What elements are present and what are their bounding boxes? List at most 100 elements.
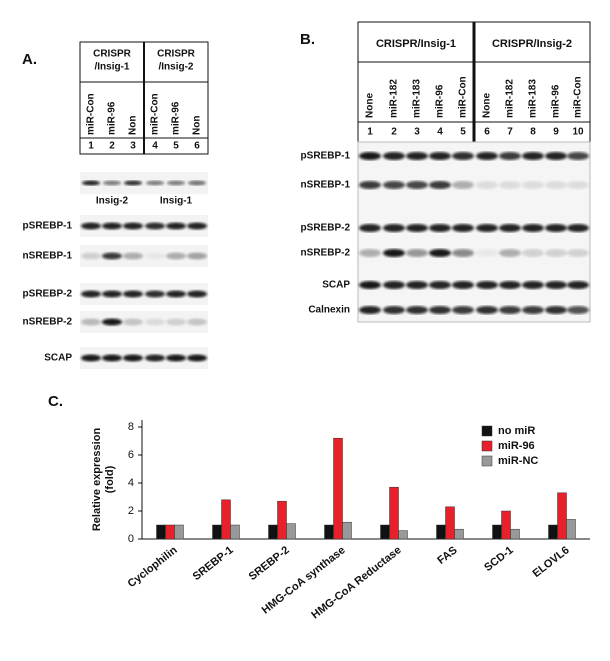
blot-band bbox=[567, 224, 589, 232]
blot-band bbox=[187, 318, 207, 326]
x-tick-label: HMG-CoA Reductase bbox=[309, 544, 403, 621]
blot-band bbox=[429, 281, 451, 289]
bar bbox=[566, 519, 576, 540]
blot-band bbox=[499, 224, 521, 232]
row-label: Calnexin bbox=[308, 305, 350, 316]
bar bbox=[277, 500, 287, 540]
lane-label: miR-96 bbox=[435, 84, 446, 118]
blot-band bbox=[103, 180, 121, 186]
legend-label: miR-96 bbox=[498, 440, 535, 452]
bar bbox=[389, 486, 399, 540]
blot-band bbox=[146, 180, 164, 186]
blot-band bbox=[81, 252, 101, 260]
blot-band bbox=[166, 290, 186, 298]
blot-band bbox=[476, 181, 498, 189]
blot-band bbox=[166, 318, 186, 326]
blot-band bbox=[145, 290, 165, 298]
bar bbox=[230, 524, 240, 540]
blot-band bbox=[167, 180, 185, 186]
blot-band bbox=[499, 306, 521, 314]
lane-number: 10 bbox=[572, 127, 584, 138]
blot-band bbox=[145, 318, 165, 326]
bar bbox=[156, 524, 166, 540]
lane-number: 7 bbox=[507, 127, 513, 138]
blot-band bbox=[102, 222, 122, 230]
lane-number: 9 bbox=[553, 127, 559, 138]
blot-frame bbox=[357, 141, 591, 323]
x-tick-label: ELOVL6 bbox=[531, 544, 572, 580]
blot-strip bbox=[80, 172, 208, 194]
lane-label: miR-183 bbox=[528, 79, 539, 118]
y-tick-label: 0 bbox=[128, 533, 134, 545]
blot-band bbox=[476, 281, 498, 289]
lane-label: miR-182 bbox=[389, 79, 400, 118]
row-label: nSREBP-1 bbox=[301, 180, 351, 191]
blot-band bbox=[383, 281, 405, 289]
blot-band bbox=[81, 222, 101, 230]
lane-number: 4 bbox=[152, 141, 158, 152]
blot-band bbox=[476, 306, 498, 314]
blot-band bbox=[522, 306, 544, 314]
group-header: CRISPR/Insig-1 bbox=[376, 38, 456, 50]
y-tick-label: 8 bbox=[128, 421, 134, 433]
bar bbox=[212, 524, 222, 540]
blot-band bbox=[166, 252, 186, 260]
row-label: SCAP bbox=[322, 280, 350, 291]
group-header: CRISPR bbox=[93, 49, 132, 60]
blot-band bbox=[145, 252, 165, 260]
lane-number: 6 bbox=[194, 141, 200, 152]
blot-band bbox=[406, 249, 428, 257]
blot-band bbox=[429, 181, 451, 189]
blot-band bbox=[383, 224, 405, 232]
lane-label: miR-96 bbox=[107, 101, 118, 135]
lane-number: 1 bbox=[88, 141, 94, 152]
blot-band bbox=[499, 152, 521, 160]
x-tick-label: SREBP-1 bbox=[191, 544, 236, 583]
blot-band bbox=[429, 152, 451, 160]
blot-band bbox=[429, 224, 451, 232]
blot-band bbox=[452, 152, 474, 160]
blot-band bbox=[187, 290, 207, 298]
bar bbox=[333, 437, 343, 540]
blot-band bbox=[567, 306, 589, 314]
blot-band bbox=[383, 152, 405, 160]
lane-number: 3 bbox=[414, 127, 420, 138]
bar bbox=[548, 524, 558, 540]
blot-strip bbox=[80, 283, 208, 305]
blot-band bbox=[359, 281, 381, 289]
blot-band bbox=[522, 224, 544, 232]
blot-band bbox=[102, 354, 122, 362]
lane-label: miR-Con bbox=[86, 93, 97, 135]
bar bbox=[324, 524, 334, 540]
blot-band bbox=[567, 152, 589, 160]
lane-number: 5 bbox=[173, 141, 179, 152]
legend-label: no miR bbox=[498, 425, 535, 437]
blot-band bbox=[452, 306, 474, 314]
x-tick-label: Cyclophilin bbox=[126, 544, 180, 590]
lane-number: 6 bbox=[484, 127, 490, 138]
legend-swatch bbox=[481, 425, 493, 437]
y-tick-label: 6 bbox=[128, 449, 134, 461]
blot-band bbox=[145, 222, 165, 230]
legend-swatch bbox=[481, 455, 493, 467]
lane-label: None bbox=[482, 93, 493, 118]
x-tick-label: SREBP-2 bbox=[247, 544, 292, 583]
lane-number: 2 bbox=[391, 127, 397, 138]
blot-band bbox=[102, 318, 122, 326]
bar bbox=[398, 530, 408, 540]
lane-label: miR-96 bbox=[551, 84, 562, 118]
legend-swatch bbox=[481, 440, 493, 452]
blot-strip bbox=[80, 347, 208, 369]
group-header: /Insig-2 bbox=[158, 62, 193, 73]
row-label: nSREBP-1 bbox=[23, 251, 73, 262]
row-label: pSREBP-1 bbox=[301, 151, 351, 162]
blot-band bbox=[545, 152, 567, 160]
blot-band bbox=[545, 224, 567, 232]
blot-band bbox=[452, 281, 474, 289]
blot-band bbox=[359, 224, 381, 232]
lane-label: None bbox=[365, 93, 376, 118]
lane-label: Non bbox=[128, 116, 139, 135]
blot-band bbox=[545, 181, 567, 189]
blot-band bbox=[166, 354, 186, 362]
